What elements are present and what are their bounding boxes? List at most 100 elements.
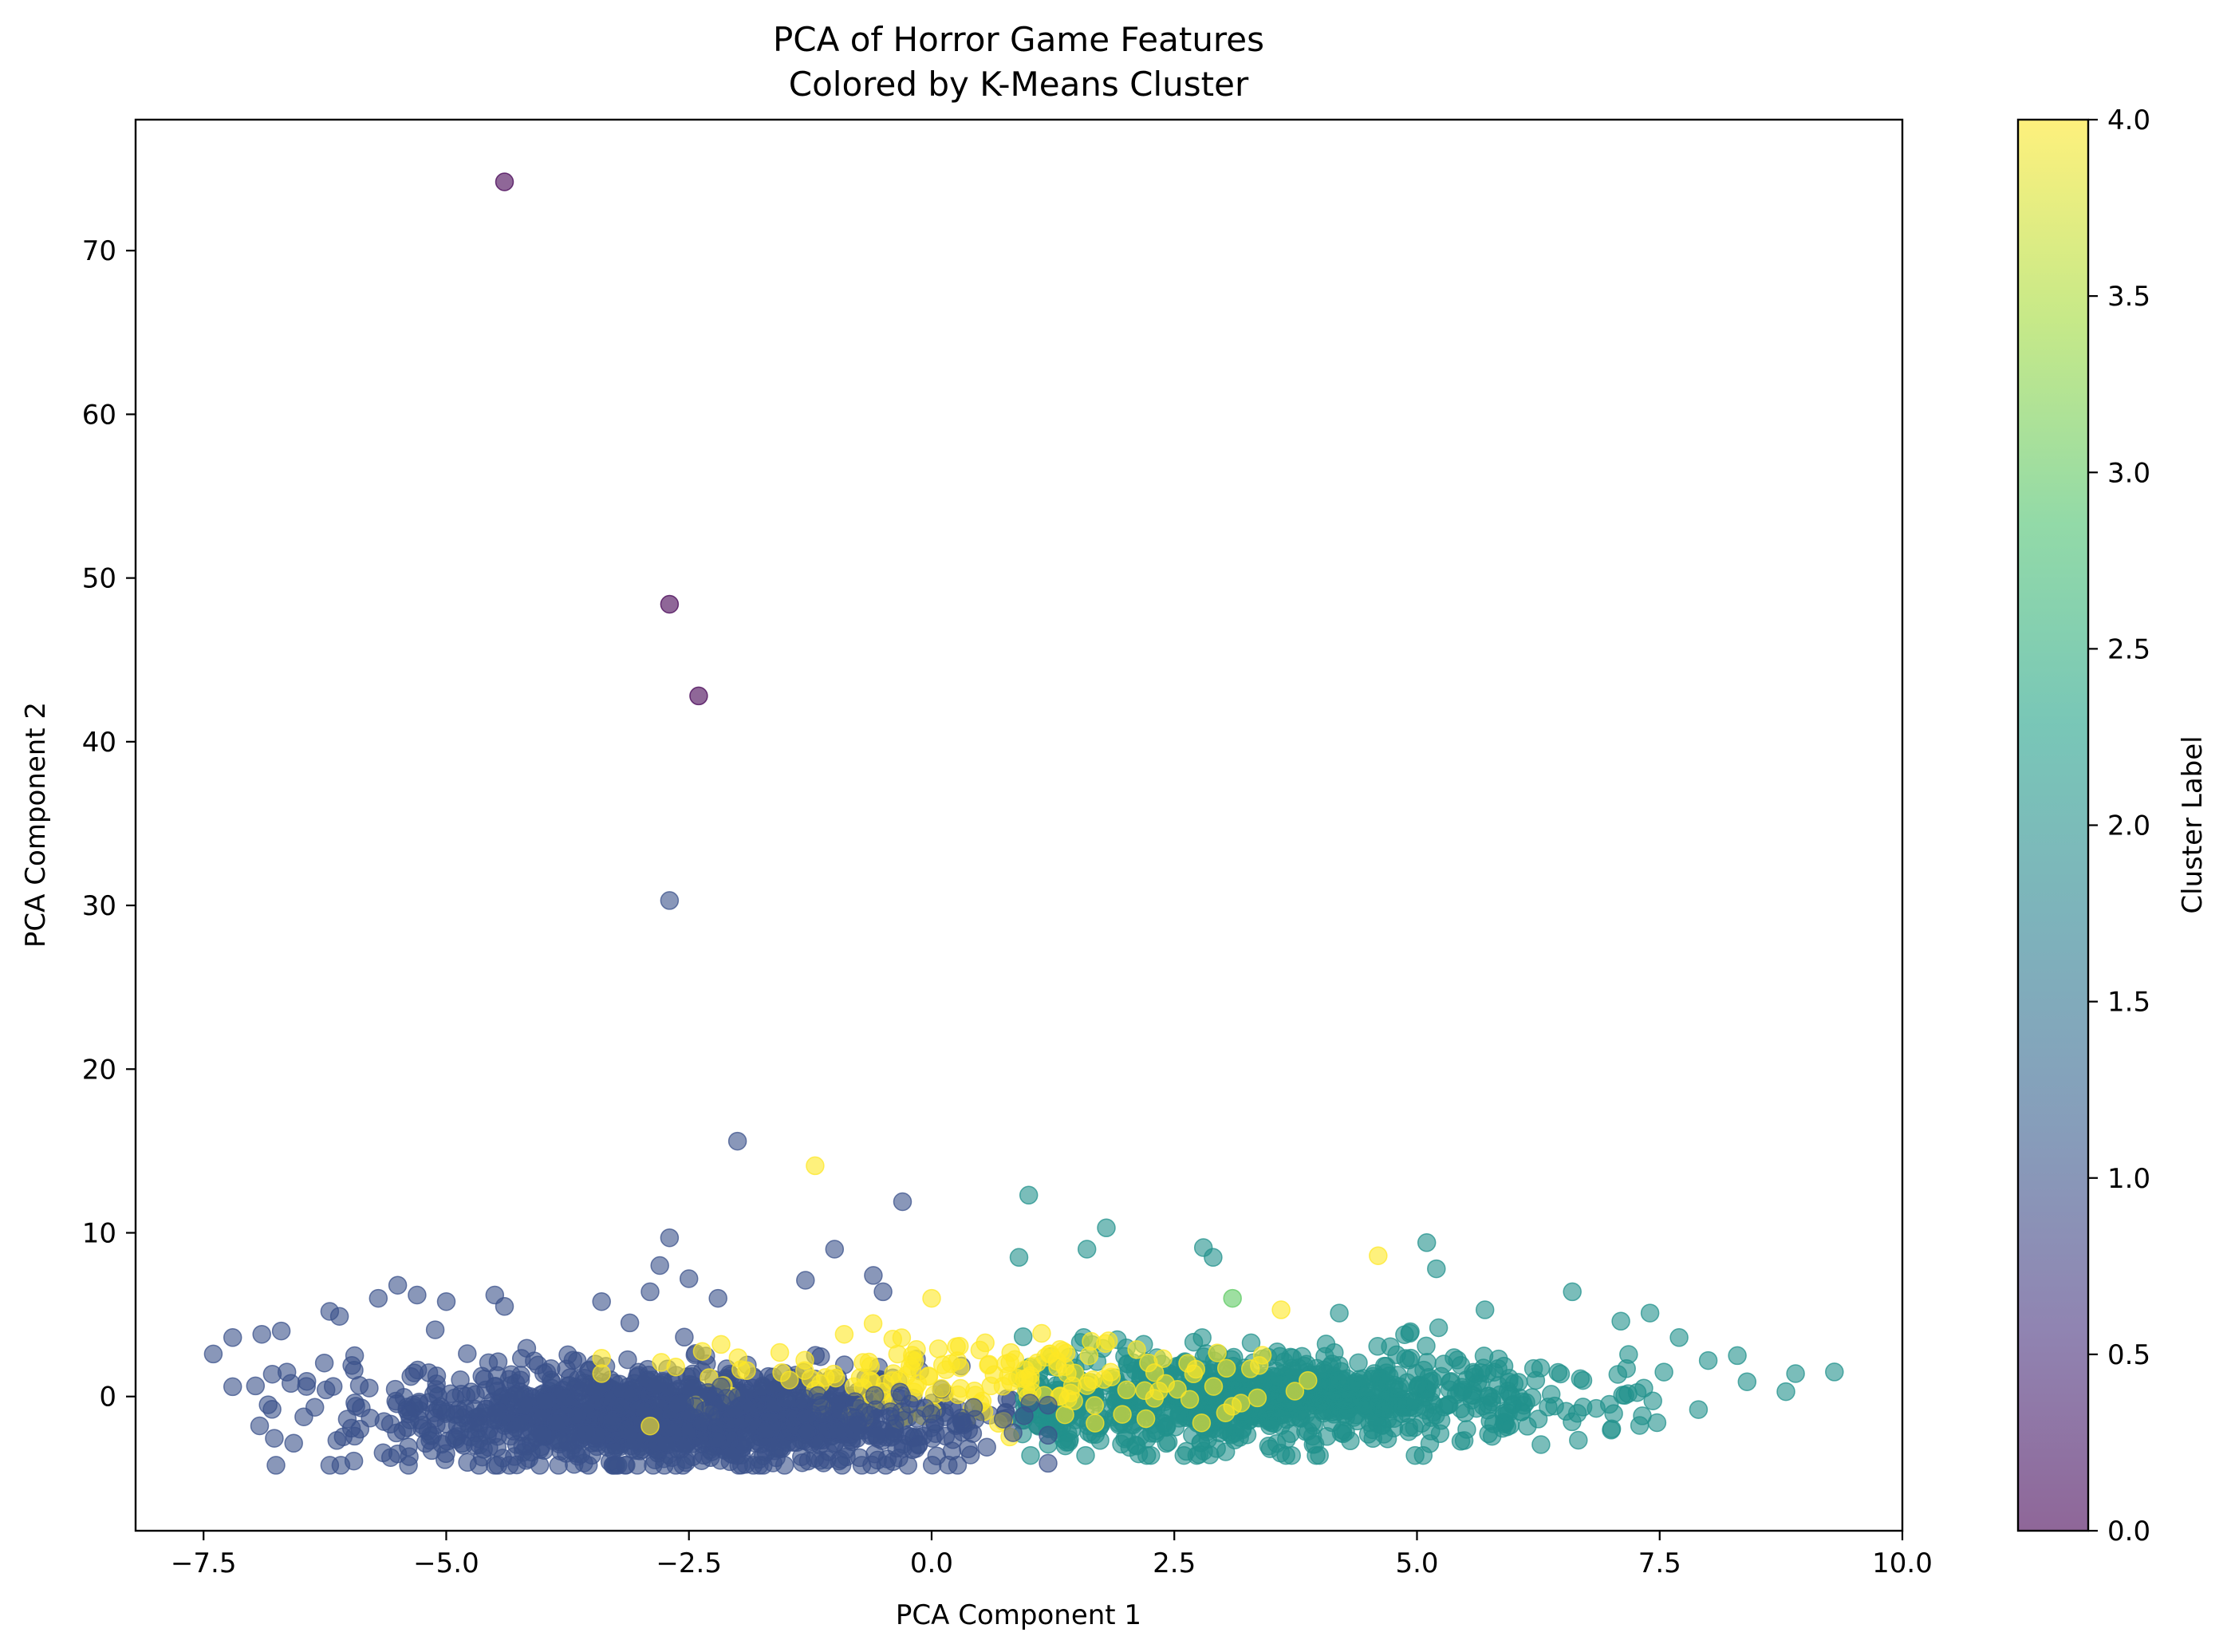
scatter-point <box>495 1297 514 1316</box>
cluster-2-point <box>1417 1336 1436 1356</box>
cluster-4-point <box>1180 1390 1200 1410</box>
cluster-1-point <box>993 1410 1013 1429</box>
cluster-1-point <box>736 1432 756 1451</box>
cluster-4-point <box>1113 1405 1132 1424</box>
scatter-point <box>806 1156 825 1176</box>
cluster-1-point <box>893 1438 912 1458</box>
cluster-2-point <box>1531 1358 1551 1378</box>
cluster-2-point <box>1288 1358 1308 1378</box>
y-tick-label: 20 <box>82 1054 116 1086</box>
cluster-1-point <box>676 1453 696 1473</box>
scatter-point <box>223 1328 242 1347</box>
cluster-1-point <box>711 1377 731 1397</box>
cluster-2-point <box>1260 1410 1279 1430</box>
cluster-4-point <box>1285 1382 1305 1401</box>
colorbar-tick-label: 2.5 <box>2107 633 2150 665</box>
scatter-point <box>271 1321 291 1341</box>
cluster-1-point <box>360 1378 379 1398</box>
cluster-4-point <box>711 1335 731 1354</box>
cluster-2-point <box>1608 1365 1628 1384</box>
cluster-1-point <box>708 1430 727 1449</box>
cluster-2-point <box>1471 1374 1490 1393</box>
cluster-1-point <box>507 1455 526 1475</box>
colorbar-tick-label: 3.5 <box>2107 281 2150 313</box>
scatter-point <box>388 1275 408 1295</box>
cluster-2-point <box>1405 1445 1425 1465</box>
cluster-2-point <box>1500 1368 1519 1388</box>
cluster-1-point <box>620 1313 640 1333</box>
cluster-1-point <box>837 1440 856 1459</box>
cluster-4-point <box>1098 1331 1118 1350</box>
cluster-2-point <box>1141 1445 1161 1465</box>
scatter-point <box>727 1131 747 1151</box>
cluster-2-point <box>1445 1348 1464 1367</box>
cluster-2-point <box>1277 1429 1296 1449</box>
cluster-4-point <box>1086 1413 1105 1433</box>
cluster-1-point <box>753 1378 773 1398</box>
cluster-2-point <box>1654 1362 1673 1382</box>
cluster-2-point <box>1421 1392 1441 1411</box>
scatter-point <box>1611 1311 1630 1331</box>
colorbar-tick-label: 2.0 <box>2107 810 2150 842</box>
cluster-4-point <box>1136 1409 1156 1429</box>
cluster-2-point <box>1319 1371 1339 1390</box>
scatter-point <box>1223 1288 1242 1308</box>
cluster-1-point <box>510 1413 530 1433</box>
cluster-1-point <box>923 1429 942 1448</box>
scatter-point <box>408 1285 427 1305</box>
cluster-4-point <box>892 1328 912 1347</box>
colorbar-tick-label: 1.0 <box>2107 1163 2150 1195</box>
cluster-1-point <box>977 1437 996 1457</box>
scatter-point <box>873 1282 893 1302</box>
cluster-1-point <box>399 1456 418 1475</box>
cluster-1-point <box>487 1404 506 1424</box>
cluster-2-point <box>1384 1378 1404 1398</box>
cluster-2-point <box>1270 1346 1290 1366</box>
cluster-1-point <box>776 1389 796 1409</box>
cluster-4-point <box>863 1314 883 1334</box>
colorbar-tick-label: 0.0 <box>2107 1516 2150 1548</box>
cluster-1-point <box>723 1445 743 1465</box>
x-tick-label: 7.5 <box>1638 1548 1681 1579</box>
cluster-4-point <box>936 1360 956 1379</box>
cluster-2-point <box>1634 1378 1653 1398</box>
cluster-1-point <box>284 1433 303 1453</box>
cluster-2-point <box>1368 1337 1387 1356</box>
scatter-point <box>592 1291 611 1311</box>
cluster-2-point <box>1420 1434 1440 1453</box>
cluster-2-point <box>1013 1327 1033 1346</box>
scatter-point <box>252 1324 271 1344</box>
y-tick-label: 70 <box>82 235 116 267</box>
scatter-point <box>834 1324 854 1344</box>
x-tick-label: 2.5 <box>1153 1548 1196 1579</box>
scatter-point <box>1097 1218 1116 1238</box>
cluster-1-point <box>246 1376 266 1396</box>
y-axis-label: PCA Component 2 <box>20 702 52 948</box>
chart-title: PCA of Horror Game Features <box>773 20 1264 59</box>
y-tick-label: 40 <box>82 727 116 759</box>
cluster-2-point <box>1117 1354 1137 1374</box>
cluster-2-point <box>1489 1349 1508 1369</box>
cluster-4-point <box>1127 1340 1146 1359</box>
scatter-point <box>223 1377 242 1397</box>
cluster-1-point <box>675 1327 694 1347</box>
cluster-2-point <box>1643 1391 1662 1410</box>
cluster-1-point <box>952 1408 971 1428</box>
plot-frame <box>134 118 1904 1532</box>
x-axis-ticks: −7.5 −5.0 −2.5 0.0 2.5 5.0 7.5 10.0 <box>171 1531 1933 1579</box>
cluster-2-point <box>1401 1392 1421 1411</box>
cluster-1-point <box>546 1413 566 1432</box>
cluster-2-point <box>1539 1398 1558 1417</box>
cluster-2-point <box>1331 1423 1351 1443</box>
scatter-point <box>1698 1350 1718 1370</box>
x-tick-label: 5.0 <box>1395 1548 1438 1579</box>
cluster-1-point <box>436 1444 455 1464</box>
cluster-1-point <box>420 1426 440 1445</box>
scatter-point <box>1417 1233 1437 1252</box>
cluster-2-point <box>1241 1333 1261 1353</box>
cluster-4-point <box>1058 1389 1078 1409</box>
cluster-1-point <box>827 1421 846 1441</box>
scatter-point <box>592 1364 611 1383</box>
cluster-1-point <box>401 1366 420 1386</box>
scatter-point <box>679 1269 699 1288</box>
